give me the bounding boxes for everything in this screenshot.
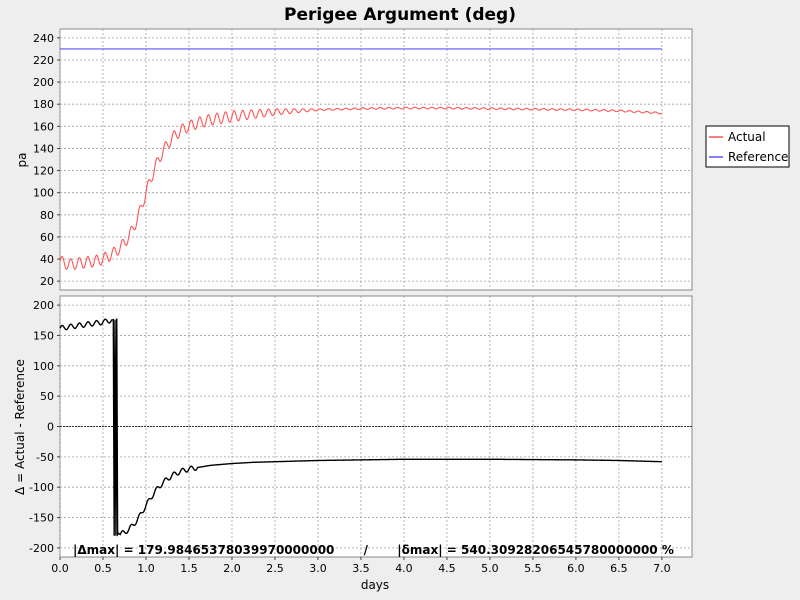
x-tick-label: 0.5 <box>94 562 112 575</box>
y-tick-label: 240 <box>33 32 54 45</box>
top-panel: 20 40 60 80 100 120 140 160 180 200 220 240 <box>33 28 693 291</box>
y-tick-label: 100 <box>33 360 54 373</box>
x-axis-label: days <box>361 578 389 592</box>
legend: Actual Reference <box>705 125 790 168</box>
x-tick-label: 6.0 <box>567 562 585 575</box>
y-tick-label: 100 <box>33 187 54 200</box>
y-tick-label: 150 <box>33 329 54 342</box>
legend-label-actual: Actual <box>728 130 766 144</box>
x-tick-label: 0.0 <box>51 562 69 575</box>
x-tick-label: 4.0 <box>395 562 413 575</box>
y-tick-label: -50 <box>36 451 54 464</box>
series-line-- <box>59 318 662 537</box>
y-axis-label-bottom: Δ = Actual - Reference <box>13 359 27 495</box>
y-tick-label: 0 <box>47 421 54 434</box>
delta-stats-annotation: |Δmax| = 179.98465378039970000000 / |δma… <box>73 543 674 557</box>
y-tick-label: 160 <box>33 120 54 133</box>
y-axis-label-top: pa <box>15 153 29 168</box>
y-tick-label: 120 <box>33 165 54 178</box>
y-tick-label: 40 <box>40 253 54 266</box>
y-tick-label: 140 <box>33 142 54 155</box>
legend-box <box>705 125 790 168</box>
x-tick-label: 1.0 <box>137 562 155 575</box>
y-tick-label: -100 <box>29 481 54 494</box>
legend-label-reference: Reference <box>728 150 788 164</box>
y-tick-label: 50 <box>40 390 54 403</box>
y-tick-label: -200 <box>29 542 54 555</box>
y-tick-label: 80 <box>40 209 54 222</box>
x-tick-label: 1.5 <box>180 562 198 575</box>
series-line-actual <box>59 106 663 270</box>
x-tick-label: 2.0 <box>223 562 241 575</box>
y-tick-label: 200 <box>33 299 54 312</box>
y-tick-label: 220 <box>33 54 54 67</box>
x-tick-label: 5.0 <box>481 562 499 575</box>
y-tick-label: 200 <box>33 76 54 89</box>
bottom-panel: -200 -150 -100 -50 0 50 100 150 200 <box>29 295 693 558</box>
y-tick-label: 20 <box>40 275 54 288</box>
x-tick-label: 2.5 <box>266 562 284 575</box>
x-tick-label: 7.0 <box>653 562 671 575</box>
y-tick-label: 60 <box>40 231 54 244</box>
y-tick-label: -150 <box>29 512 54 525</box>
x-tick-label: 6.5 <box>610 562 628 575</box>
chart-title: Perigee Argument (deg) <box>284 5 516 25</box>
x-tick-label: 3.5 <box>352 562 370 575</box>
x-tick-label: 5.5 <box>524 562 542 575</box>
y-tick-label: 180 <box>33 98 54 111</box>
x-tick-label: 3.0 <box>309 562 327 575</box>
plot-area <box>59 28 693 291</box>
x-axis: 0.0 0.5 1.0 1.5 2.0 2.5 3.0 3.5 4.0 4.5 5.0 5.5 6.0 6… <box>51 557 671 575</box>
x-tick-label: 4.5 <box>438 562 456 575</box>
